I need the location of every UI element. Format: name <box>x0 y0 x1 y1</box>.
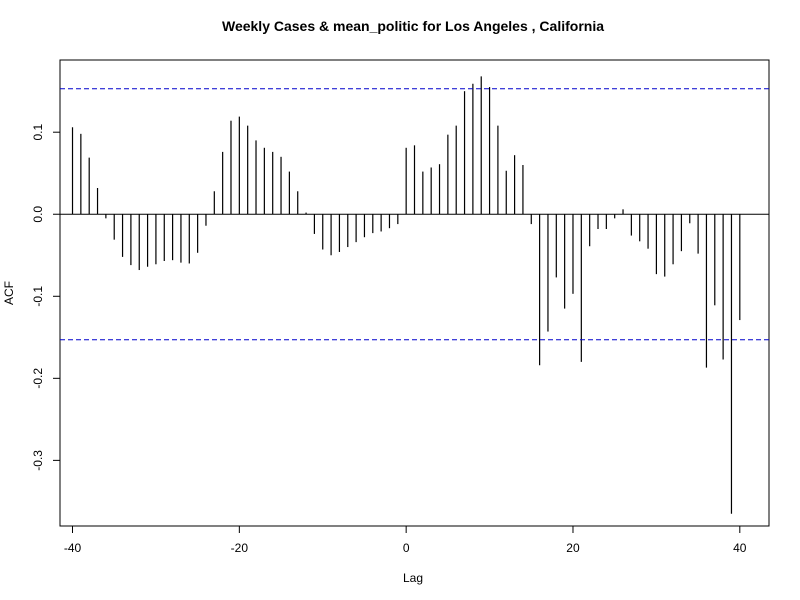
y-axis: -0.3 -0.2 -0.1 0.0 0.1 <box>31 124 61 471</box>
x-tick-label: -40 <box>64 541 82 555</box>
y-tick-label: 0.1 <box>31 124 45 141</box>
x-tick-label: 0 <box>403 541 410 555</box>
x-axis-label: Lag <box>403 571 423 585</box>
chart-title: Weekly Cases & mean_politic for Los Ange… <box>222 18 604 34</box>
x-tick-label: -20 <box>231 541 249 555</box>
y-tick-label: -0.2 <box>31 368 45 389</box>
x-axis: -40 -20 0 20 40 <box>64 525 747 555</box>
y-axis-label: ACF <box>2 281 16 305</box>
x-tick-label: 40 <box>733 541 747 555</box>
y-tick-label: -0.1 <box>31 286 45 307</box>
y-tick-label: -0.3 <box>31 450 45 471</box>
acf-bars <box>71 76 741 514</box>
y-tick-label: 0.0 <box>31 206 45 223</box>
x-tick-label: 20 <box>566 541 580 555</box>
plot-frame <box>59 59 770 527</box>
reference-lines <box>60 88 769 341</box>
